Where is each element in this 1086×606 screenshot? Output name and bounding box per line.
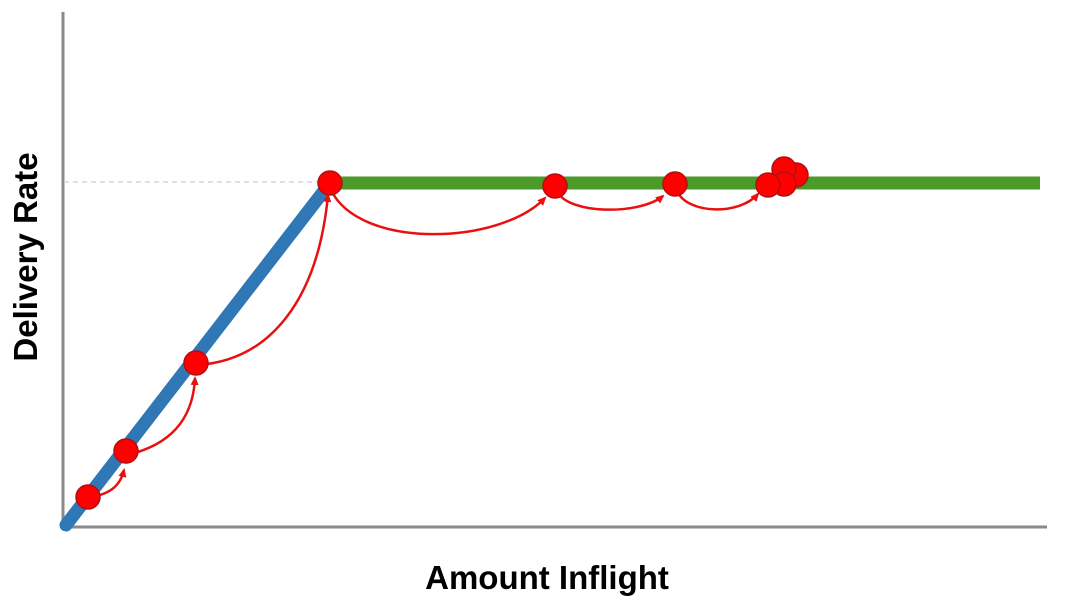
sample-point xyxy=(183,350,209,376)
sample-point xyxy=(542,173,568,199)
sample-point xyxy=(113,438,139,464)
transition-arrow xyxy=(329,189,547,236)
sample-point xyxy=(755,172,781,198)
y-axis-label: Delivery Rate xyxy=(7,152,44,361)
sample-point xyxy=(662,171,688,197)
transition-arrows xyxy=(88,189,760,499)
transition-arrow xyxy=(126,376,199,457)
sample-point xyxy=(317,170,343,196)
transition-arrow xyxy=(675,190,760,211)
sample-point xyxy=(75,484,101,510)
transition-arrow xyxy=(555,190,665,211)
x-axis-label: Amount Inflight xyxy=(425,559,669,596)
transition-arrow xyxy=(197,193,332,367)
sample-points xyxy=(75,156,809,510)
